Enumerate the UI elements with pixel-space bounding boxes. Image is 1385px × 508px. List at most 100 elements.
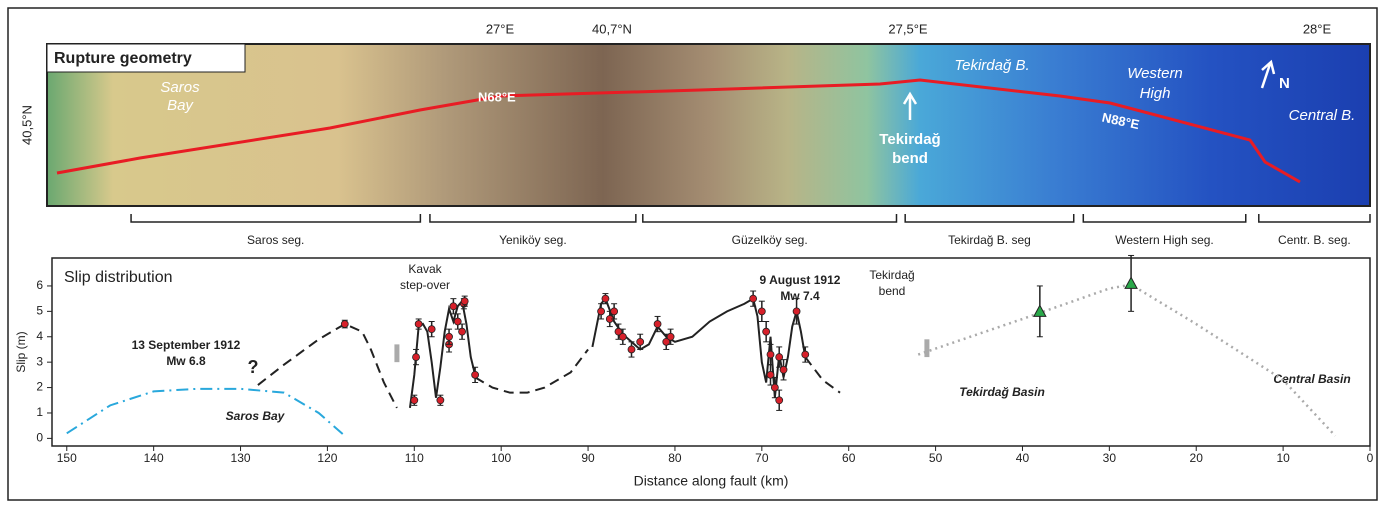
y-tick-label: 2 [36, 380, 43, 394]
annotation: Kavak [408, 262, 442, 276]
y-tick-label: 0 [36, 431, 43, 445]
x-tick-label: 40 [1016, 451, 1030, 465]
slip-point [619, 333, 626, 340]
annotation: ? [248, 357, 259, 377]
annotation: 13 September 1912 [132, 338, 241, 352]
place-label: bend [892, 150, 928, 167]
annotation: Tekirdağ Basin [959, 385, 1045, 399]
slip-point [413, 354, 420, 361]
slip-point [667, 333, 674, 340]
slip-point [602, 295, 609, 302]
slip-point [472, 371, 479, 378]
x-tick-label: 0 [1367, 451, 1374, 465]
annotation: Mw 7.4 [780, 289, 820, 303]
segment-label: Western High seg. [1115, 233, 1214, 247]
slip-point [758, 308, 765, 315]
slip-point [598, 308, 605, 315]
annotation: Mw 6.8 [166, 354, 206, 368]
x-tick-label: 60 [842, 451, 856, 465]
slip-point [428, 326, 435, 333]
annotation: 9 August 1912 [760, 273, 841, 287]
slip-line [918, 285, 1335, 436]
slip-point [1125, 277, 1137, 288]
x-tick-label: 100 [491, 451, 511, 465]
slip-line [258, 324, 840, 408]
coord-label: 40,5°N [19, 105, 34, 145]
y-axis-label: Slip (m) [14, 331, 28, 372]
place-label: Western [1127, 65, 1183, 82]
annotation: Central Basin [1273, 372, 1350, 386]
segment-label: Güzelköy seg. [732, 233, 808, 247]
segment-bracket [131, 214, 420, 222]
segment-label: Tekirdağ B. seg [948, 233, 1031, 247]
slip-point [446, 333, 453, 340]
x-tick-label: 30 [1103, 451, 1117, 465]
segment-label: Saros seg. [247, 233, 304, 247]
y-tick-label: 6 [36, 278, 43, 292]
annotation: Tekirdağ [869, 268, 914, 282]
y-tick-label: 5 [36, 304, 43, 318]
y-tick-label: 3 [36, 354, 43, 368]
slip-point [450, 303, 457, 310]
slip-point [437, 397, 444, 404]
place-label: High [1140, 85, 1171, 102]
x-tick-label: 120 [317, 451, 337, 465]
annotation: Saros Bay [226, 409, 286, 423]
place-label: Bay [167, 97, 194, 114]
place-label: Tekirdağ B. [954, 57, 1029, 74]
segment-label: Centr. B. seg. [1278, 233, 1351, 247]
x-tick-label: 70 [755, 451, 769, 465]
slip-point [411, 397, 418, 404]
slip-line [67, 389, 345, 436]
segment-bracket [430, 214, 636, 222]
slip-point [459, 328, 466, 335]
slip-point [341, 321, 348, 328]
place-label: N68°E [478, 89, 516, 104]
slip-point [628, 346, 635, 353]
place-label: Tekirdağ [879, 131, 940, 148]
x-tick-label: 90 [581, 451, 595, 465]
spacer [130, 245, 140, 258]
slip-point [461, 298, 468, 305]
x-tick-label: 110 [405, 451, 424, 465]
figure: Rupture geometry 27°E 40,7°N 27,5°E 28°E… [0, 0, 1385, 508]
annotation: step-over [400, 278, 450, 292]
place-label: Saros [160, 79, 200, 96]
segment-bracket [643, 214, 897, 222]
chart-title: Slip distribution [64, 269, 173, 286]
x-tick-label: 50 [929, 451, 943, 465]
coord-label: 40,7°N [592, 21, 632, 36]
segment-label: Yeniköy seg. [499, 233, 567, 247]
north-label: N [1279, 75, 1290, 92]
segment-bracket [1259, 214, 1370, 222]
slip-point [763, 328, 770, 335]
x-tick-label: 150 [57, 451, 77, 465]
coord-label: 27°E [486, 21, 515, 36]
x-tick-label: 80 [668, 451, 682, 465]
place-label: Central B. [1289, 107, 1356, 124]
slip-point [793, 308, 800, 315]
coord-label: 27,5°E [888, 21, 928, 36]
x-axis-label: Distance along fault (km) [634, 473, 789, 489]
slip-point [776, 397, 783, 404]
slip-point [637, 338, 644, 345]
slip-point [654, 321, 661, 328]
annotation: bend [879, 284, 906, 298]
slip-point [750, 295, 757, 302]
slip-point [780, 366, 787, 373]
slip-point [802, 351, 809, 358]
slip-line [410, 299, 805, 408]
y-tick-label: 1 [36, 405, 43, 419]
x-tick-label: 20 [1190, 451, 1204, 465]
slip-point [415, 321, 422, 328]
coord-label: 28°E [1303, 21, 1332, 36]
x-tick-label: 10 [1276, 451, 1290, 465]
map-title: Rupture geometry [54, 50, 192, 67]
slip-point [611, 308, 618, 315]
y-tick-label: 4 [36, 329, 43, 343]
segment-bracket [1083, 214, 1245, 222]
slip-point [767, 351, 774, 358]
segment-bracket [905, 214, 1074, 222]
x-tick-label: 140 [144, 451, 164, 465]
x-tick-label: 130 [231, 451, 251, 465]
